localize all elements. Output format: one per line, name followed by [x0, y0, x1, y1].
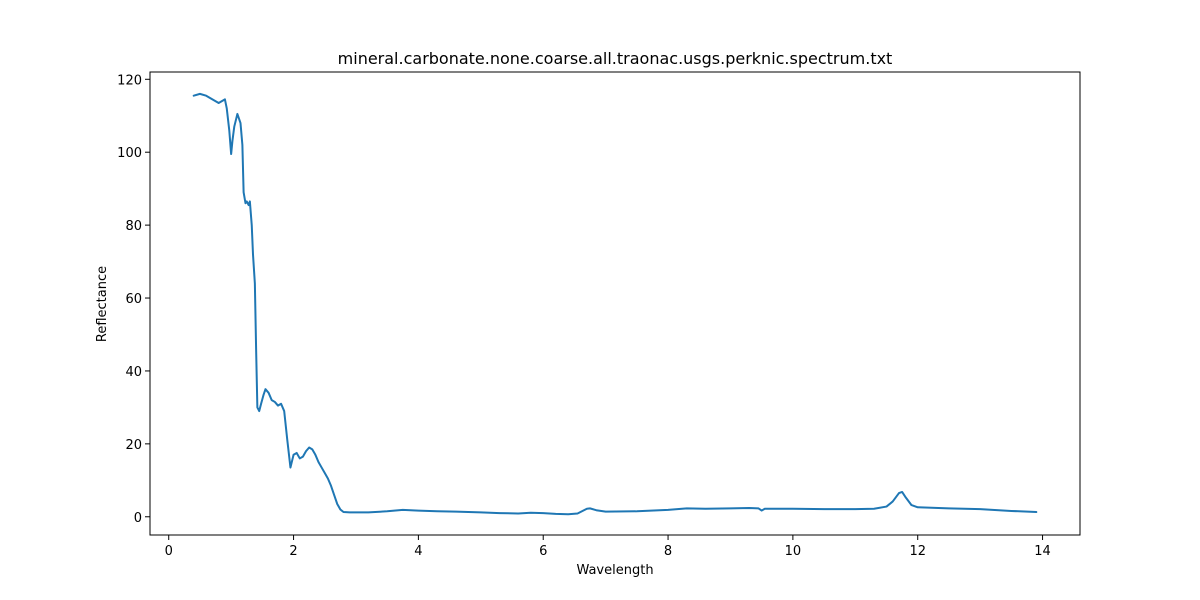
x-tick-label: 12	[909, 544, 926, 559]
y-tick-label: 60	[125, 292, 142, 307]
y-axis-label: Reflectance	[95, 266, 110, 342]
x-tick-label: 0	[165, 544, 173, 559]
x-tick-label: 2	[289, 544, 297, 559]
y-tick-label: 20	[125, 438, 142, 453]
plot-frame	[149, 71, 1081, 536]
y-tick-label: 100	[117, 146, 142, 161]
chart-title: mineral.carbonate.none.coarse.all.traona…	[338, 49, 893, 68]
series-layer	[192, 92, 1038, 516]
x-tick-label: 14	[1034, 544, 1051, 559]
y-tick-label: 80	[125, 219, 142, 234]
x-axis-ticks: 0 2 4 6 8 10 12 14	[165, 535, 1051, 559]
series-line	[192, 92, 1038, 516]
x-tick-label: 6	[539, 544, 547, 559]
y-tick-label: 0	[134, 511, 142, 526]
y-axis-ticks: 0 20 40 60 80 100 120	[117, 73, 150, 526]
x-tick-label: 8	[664, 544, 672, 559]
x-axis-label: Wavelength	[576, 563, 653, 578]
y-tick-label: 40	[125, 365, 142, 380]
y-tick-label: 120	[117, 73, 142, 88]
x-tick-label: 10	[785, 544, 802, 559]
x-tick-label: 4	[414, 544, 422, 559]
